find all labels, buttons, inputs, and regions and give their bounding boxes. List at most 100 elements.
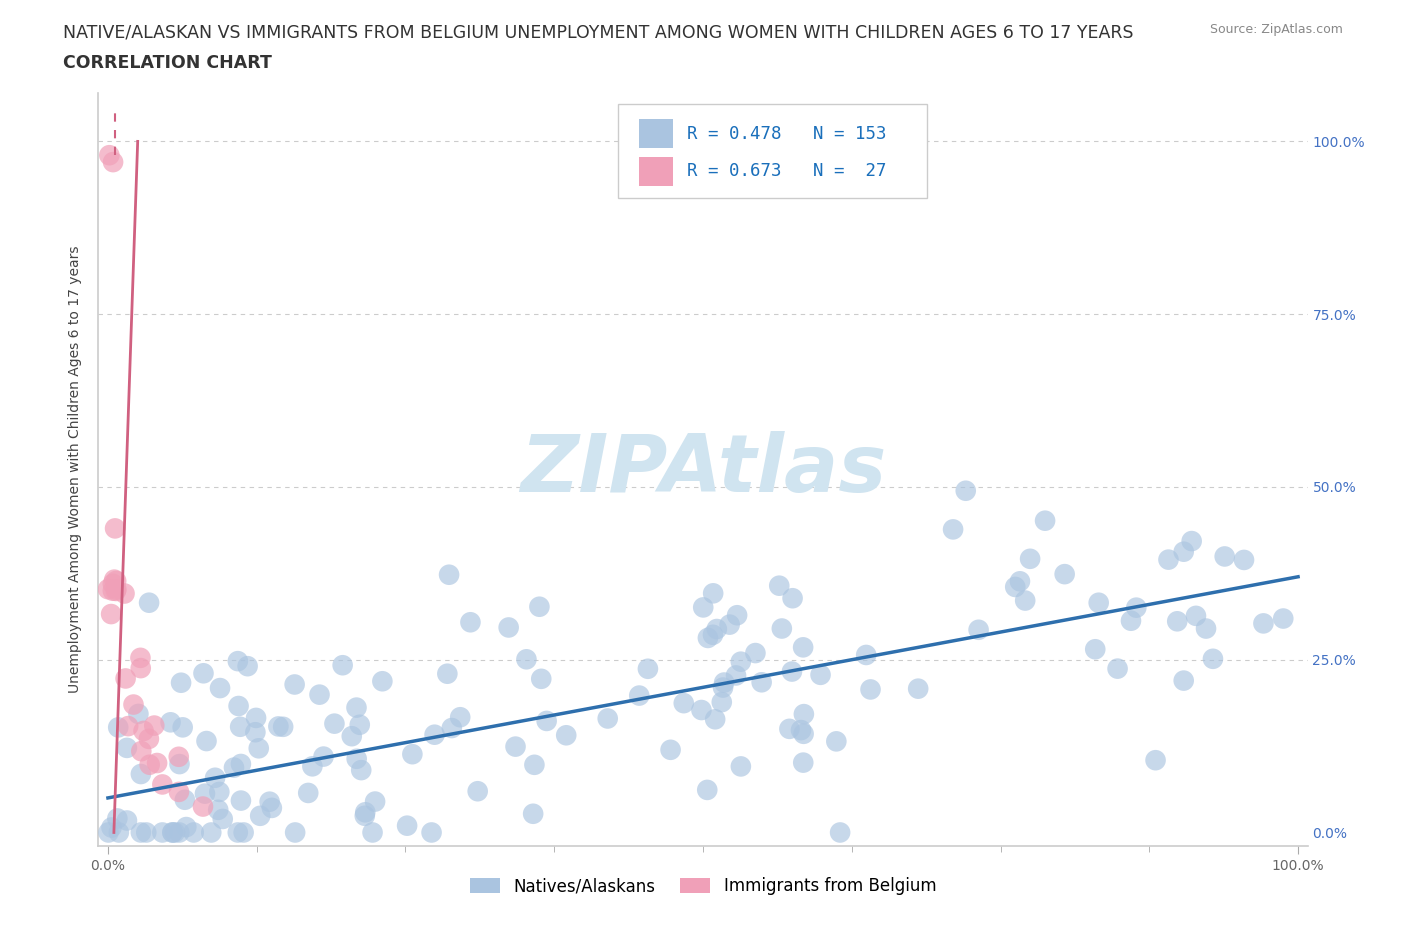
Point bbox=[440, 721, 463, 736]
Point bbox=[107, 720, 129, 735]
Point bbox=[1173, 544, 1195, 559]
Point bbox=[530, 671, 553, 686]
Point bbox=[825, 734, 848, 749]
Point bbox=[460, 615, 482, 630]
Point bbox=[129, 825, 152, 840]
Point bbox=[170, 675, 193, 690]
Point bbox=[101, 154, 124, 169]
Point bbox=[1166, 614, 1188, 629]
Point bbox=[195, 734, 218, 749]
Point bbox=[105, 811, 128, 826]
Text: R = 0.673   N =  27: R = 0.673 N = 27 bbox=[688, 163, 887, 180]
Point bbox=[131, 744, 153, 759]
Point bbox=[423, 727, 446, 742]
Point bbox=[1019, 551, 1042, 566]
Point bbox=[1087, 595, 1109, 610]
Point bbox=[174, 819, 197, 834]
Point bbox=[354, 804, 377, 819]
Point bbox=[696, 631, 718, 645]
Point bbox=[967, 622, 990, 637]
Point bbox=[207, 803, 229, 817]
Point bbox=[108, 825, 131, 840]
Point bbox=[114, 586, 136, 601]
Point bbox=[437, 567, 460, 582]
Point bbox=[271, 720, 294, 735]
Point bbox=[245, 724, 267, 739]
Point bbox=[1004, 579, 1026, 594]
Point bbox=[228, 698, 250, 713]
Point bbox=[810, 668, 832, 683]
Point bbox=[194, 786, 217, 801]
Point bbox=[401, 747, 423, 762]
Point bbox=[208, 785, 231, 800]
Point bbox=[169, 825, 191, 840]
Point bbox=[260, 801, 283, 816]
Point bbox=[229, 756, 252, 771]
Point bbox=[346, 700, 368, 715]
Point bbox=[349, 717, 371, 732]
Point bbox=[150, 825, 173, 840]
Point bbox=[361, 825, 384, 840]
Point bbox=[114, 671, 136, 686]
Point bbox=[1185, 608, 1208, 623]
Point bbox=[793, 707, 815, 722]
Point bbox=[364, 794, 387, 809]
Point bbox=[1233, 552, 1256, 567]
Point bbox=[792, 755, 814, 770]
Point bbox=[150, 777, 173, 791]
Point bbox=[692, 600, 714, 615]
Point bbox=[129, 766, 152, 781]
Point bbox=[127, 707, 149, 722]
Point bbox=[350, 763, 373, 777]
Point bbox=[200, 825, 222, 840]
Text: ZIPAtlas: ZIPAtlas bbox=[520, 431, 886, 509]
Point bbox=[146, 755, 169, 770]
Point bbox=[778, 722, 800, 737]
Point bbox=[103, 572, 125, 587]
FancyBboxPatch shape bbox=[638, 119, 673, 148]
Point bbox=[1195, 621, 1218, 636]
Text: NATIVE/ALASKAN VS IMMIGRANTS FROM BELGIUM UNEMPLOYMENT AMONG WOMEN WITH CHILDREN: NATIVE/ALASKAN VS IMMIGRANTS FROM BELGIU… bbox=[63, 23, 1133, 41]
Point bbox=[536, 713, 558, 728]
Point bbox=[232, 825, 254, 840]
Point bbox=[172, 720, 194, 735]
Point bbox=[1125, 600, 1147, 615]
Point bbox=[529, 599, 551, 614]
Point bbox=[312, 750, 335, 764]
Point bbox=[1157, 552, 1180, 567]
Point bbox=[790, 723, 813, 737]
Point bbox=[1253, 616, 1275, 631]
Point bbox=[97, 825, 120, 840]
Point bbox=[907, 682, 929, 697]
Point bbox=[637, 661, 659, 676]
Point bbox=[340, 729, 363, 744]
Point bbox=[135, 825, 157, 840]
Point bbox=[1084, 642, 1107, 657]
Point bbox=[211, 812, 233, 827]
Point bbox=[690, 702, 713, 717]
Point bbox=[1014, 593, 1036, 608]
Text: R = 0.478   N = 153: R = 0.478 N = 153 bbox=[688, 125, 887, 142]
Point bbox=[713, 675, 735, 690]
Point bbox=[183, 825, 205, 840]
Point bbox=[247, 741, 270, 756]
Point bbox=[702, 628, 724, 643]
Point bbox=[1173, 673, 1195, 688]
Point bbox=[659, 742, 682, 757]
Point bbox=[122, 698, 145, 712]
Point bbox=[98, 148, 121, 163]
Point bbox=[1202, 651, 1225, 666]
Point bbox=[1181, 534, 1204, 549]
Point bbox=[396, 818, 419, 833]
Point bbox=[768, 578, 790, 593]
Point bbox=[522, 806, 544, 821]
Point bbox=[1053, 566, 1076, 581]
Point bbox=[229, 719, 252, 734]
Point bbox=[226, 825, 249, 840]
FancyBboxPatch shape bbox=[638, 157, 673, 186]
Point bbox=[505, 739, 527, 754]
Point bbox=[163, 825, 186, 840]
Point bbox=[730, 654, 752, 669]
Point bbox=[167, 784, 190, 799]
Point bbox=[173, 792, 195, 807]
